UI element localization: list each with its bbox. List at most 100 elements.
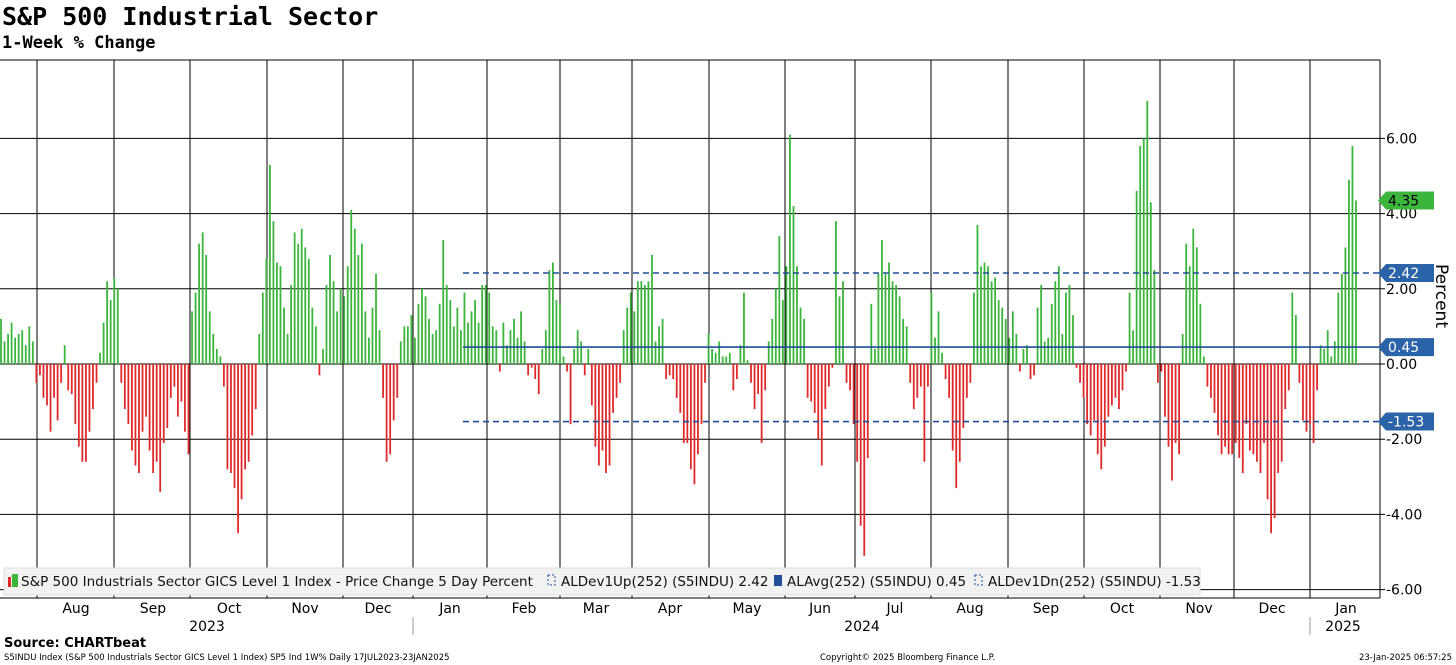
bar: [1202, 356, 1205, 364]
bar: [10, 322, 13, 364]
legend-label[interactable]: ALDev1Dn(252) (S5INDU) -1.53: [988, 574, 1201, 590]
bar: [1241, 364, 1244, 474]
bar: [1156, 364, 1159, 383]
bar: [697, 364, 699, 455]
legend-label[interactable]: S&P 500 Industrials Sector GICS Level 1 …: [21, 574, 533, 590]
bar: [85, 364, 87, 462]
bar: [1287, 364, 1290, 391]
bar: [792, 206, 795, 364]
bar: [265, 258, 268, 364]
x-month-label: Dec: [1258, 601, 1285, 617]
bar: [1340, 273, 1343, 364]
bar: [297, 243, 300, 364]
bar: [863, 364, 866, 556]
legend-label[interactable]: ALAvg(252) (S5INDU) 0.45: [787, 574, 966, 590]
bar: [438, 303, 441, 364]
bar: [215, 348, 218, 364]
bar: [491, 326, 494, 364]
value-tag: [1378, 412, 1434, 431]
bar: [813, 364, 816, 413]
bar: [506, 345, 508, 364]
bar: [0, 318, 2, 364]
legend[interactable]: S&P 500 Industrials Sector GICS Level 1 …: [3, 567, 1201, 596]
bar: [1019, 364, 1021, 372]
bar: [810, 364, 813, 402]
legend-marker-bar: [8, 577, 11, 587]
bar: [930, 292, 933, 364]
bar: [145, 364, 147, 417]
bar: [711, 348, 714, 364]
bar: [990, 281, 993, 364]
bar: [658, 326, 660, 364]
bar: [820, 364, 823, 466]
bar: [1047, 337, 1050, 364]
bar: [548, 270, 551, 364]
bar: [704, 364, 706, 383]
bar: [46, 364, 48, 406]
bar: [1068, 285, 1071, 364]
bar: [1330, 356, 1333, 364]
bar: [1142, 138, 1145, 364]
bar: [389, 364, 392, 455]
bar: [56, 364, 59, 421]
bar: [1153, 270, 1156, 364]
bar: [106, 281, 109, 364]
bar: [661, 318, 664, 364]
bar: [520, 311, 522, 364]
bar: [1344, 247, 1347, 364]
bar: [541, 348, 544, 364]
bar: [806, 364, 809, 398]
bar: [873, 348, 876, 364]
bar: [760, 364, 763, 443]
bar: [633, 311, 636, 364]
bar: [307, 258, 310, 364]
bar: [162, 364, 165, 443]
bar: [1217, 364, 1219, 436]
footer-copyright: Copyright© 2025 Bloomberg Finance L.P.: [820, 653, 996, 663]
bar: [937, 311, 940, 364]
bar: [467, 322, 469, 364]
y-tick-label: -4.00: [1386, 507, 1422, 523]
bar: [757, 364, 759, 395]
bar: [371, 307, 374, 364]
bar: [1146, 100, 1149, 365]
bar: [456, 307, 459, 364]
legend-label[interactable]: ALDev1Up(252) (S5INDU) 2.42: [561, 574, 768, 590]
value-tag-label: 2.42: [1388, 266, 1419, 282]
bar: [452, 326, 455, 364]
bar: [95, 364, 98, 383]
bar: [651, 254, 653, 364]
bar: [1149, 202, 1152, 364]
bar: [679, 364, 682, 413]
x-year-label: 2025: [1325, 619, 1361, 635]
bar: [881, 239, 883, 364]
bar: [300, 228, 303, 364]
bar: [743, 292, 745, 364]
bar: [1118, 364, 1120, 410]
x-month-label: Nov: [1185, 601, 1212, 617]
bar: [368, 337, 370, 364]
bar: [785, 266, 788, 364]
bar: [1199, 303, 1202, 364]
axes: -6.00 -4.00 -2.00 0.00 2.00 4.00 6.00 Percent Au…: [62, 60, 1451, 635]
x-month-label: Aug: [62, 601, 89, 617]
bar: [272, 221, 275, 364]
bar: [403, 326, 406, 364]
footer-timestamp: 23-Jan-2025 06:57:25: [1358, 653, 1452, 663]
chart-canvas: -6.00 -4.00 -2.00 0.00 2.00 4.00 6.00 Percent Au…: [0, 59, 1451, 635]
bar: [1171, 364, 1173, 481]
bar: [1082, 364, 1085, 398]
bar: [523, 341, 526, 364]
x-month-label: Dec: [364, 601, 391, 617]
bar: [230, 364, 232, 474]
bar: [1210, 364, 1212, 398]
bar: [845, 364, 848, 383]
bar: [1309, 364, 1311, 425]
bar: [49, 364, 52, 432]
bar: [877, 273, 880, 364]
bar: [537, 364, 540, 395]
bar: [99, 352, 101, 364]
bar: [1167, 364, 1170, 447]
bar: [1270, 364, 1272, 534]
bar: [332, 281, 335, 364]
